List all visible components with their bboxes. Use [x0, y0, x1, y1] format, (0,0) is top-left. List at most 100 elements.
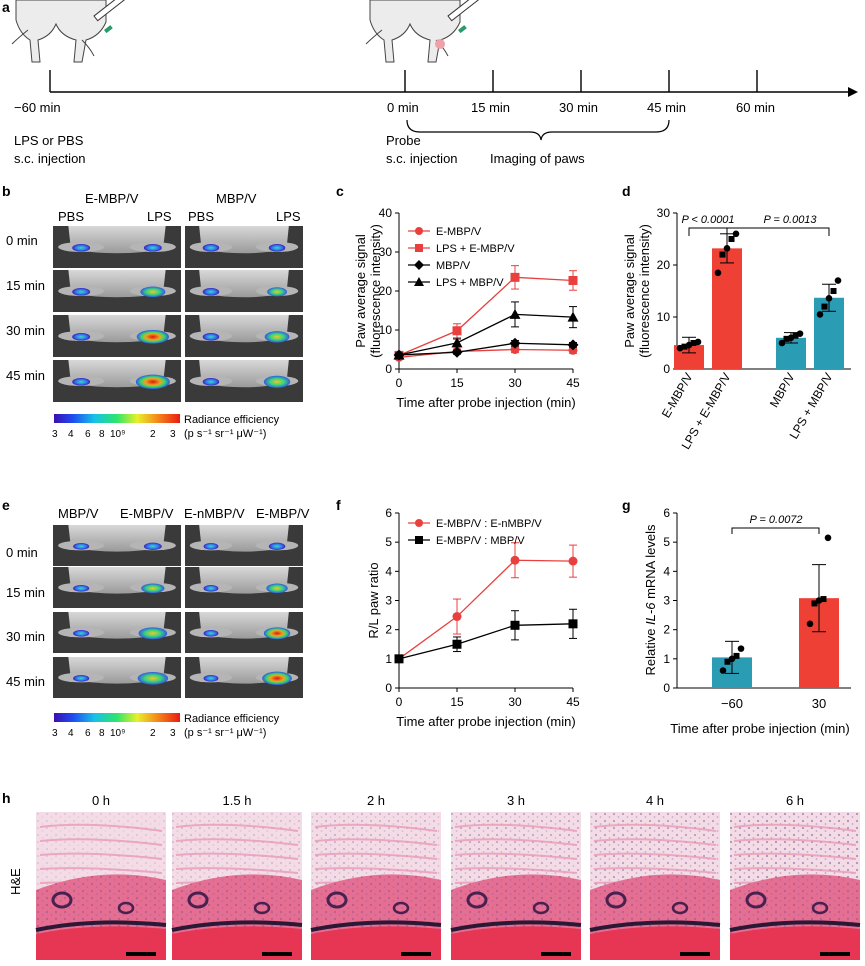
panel-e-colorbar-tick: 3 — [52, 728, 58, 739]
replicate-point — [792, 332, 799, 339]
collagen-fiber — [454, 823, 578, 832]
y-axis-label: (fluorescence intensity) — [368, 224, 383, 358]
panel-letter-a: a — [2, 0, 10, 15]
stratum-corneum — [590, 926, 720, 960]
timeline-arrowhead — [848, 87, 858, 97]
timeline-tick-30: 30 min — [559, 100, 598, 115]
panel-letter-d: d — [622, 183, 631, 199]
panel-e-col-label-4: E-MBP/V — [256, 506, 310, 521]
scale-bar — [262, 952, 292, 956]
collagen-fiber — [733, 838, 857, 846]
x-tick-label: 45 — [566, 695, 580, 709]
imaging-tile — [185, 360, 303, 402]
collagen-fiber — [39, 838, 163, 846]
fluorescence-spot-left — [73, 584, 90, 592]
y-tick-label: 2 — [385, 623, 392, 637]
replicate-point — [719, 667, 727, 674]
series-line — [398, 313, 574, 356]
legend-label: MBP/V — [436, 260, 471, 272]
fluorescence-spot-right — [268, 244, 286, 252]
x-tick-label: 0 — [396, 376, 403, 390]
hair-follicle — [811, 901, 829, 915]
fluorescence-spot-left — [202, 333, 220, 341]
fluorescence-spot-left — [202, 244, 220, 252]
timeline-panel: −60 min 0 min 15 min 30 min 45 min 60 mi… — [11, 0, 858, 166]
panel-e-row-label-45: 45 min — [6, 674, 45, 689]
x-axis-label: Time after probe injection (min) — [396, 714, 575, 729]
panel-e-col-label-2: E-MBP/V — [120, 506, 174, 521]
data-point — [510, 345, 520, 354]
panel-b-colorbar-title: Radiance efficiency — [184, 414, 280, 426]
data-point — [415, 244, 423, 252]
collagen-fiber — [733, 823, 857, 832]
stratum-corneum — [36, 926, 166, 960]
histology-image: 6 h — [729, 793, 861, 960]
scale-bar — [401, 952, 431, 956]
histology-time-label: 3 h — [507, 793, 525, 808]
data-point — [452, 326, 462, 336]
stratum-corneum — [730, 926, 860, 960]
panel-h-side-label: H&E — [8, 868, 23, 895]
data-point — [567, 311, 579, 322]
data-point — [393, 349, 405, 360]
epidermis-line — [310, 920, 442, 932]
collagen-fiber — [593, 838, 717, 846]
histology-time-label: 2 h — [367, 793, 385, 808]
panel-e-row-label-30: 30 min — [6, 629, 45, 644]
replicate-point — [733, 652, 740, 659]
panel-b-row-label-45: 45 min — [6, 368, 45, 383]
collagen-fiber — [39, 867, 163, 874]
y-tick-label: 4 — [663, 564, 670, 578]
collagen-fiber — [175, 838, 299, 846]
scale-bar — [541, 952, 571, 956]
panel-e-colorbar-tick: 3 — [170, 728, 176, 739]
data-point — [509, 337, 521, 349]
timeline-start-label: −60 min — [14, 100, 61, 115]
y-tick-label: 30 — [657, 206, 671, 220]
scale-bar — [680, 952, 710, 956]
panel-letter-b: b — [2, 183, 11, 199]
replicate-point — [737, 645, 745, 652]
collagen-fiber — [733, 852, 857, 860]
fluorescence-spot-right — [138, 627, 168, 640]
imaging-tile — [185, 270, 303, 312]
scale-bar — [126, 952, 156, 956]
data-point — [510, 620, 520, 630]
panel-e-colorbar-tick: 10⁹ — [110, 728, 125, 739]
data-point — [568, 556, 578, 566]
imaging-tile — [185, 567, 303, 608]
fluorescence-spot-right — [136, 330, 169, 344]
collagen-fiber — [454, 838, 578, 846]
histology-image: 4 h — [589, 793, 721, 960]
y-tick-label: 10 — [379, 323, 393, 337]
imaging-tile — [185, 657, 303, 698]
epidermis-line — [729, 920, 861, 932]
imaging-tile — [53, 360, 181, 402]
replicate-point — [824, 534, 832, 542]
fluorescence-spot-right — [266, 583, 288, 594]
imaging-tile — [185, 315, 303, 357]
lps-injection-note-1: LPS or PBS — [14, 133, 84, 148]
p-value-label: P = 0.0072 — [749, 514, 802, 526]
panel-b-colorbar-tick: 3 — [52, 429, 58, 440]
y-axis-label-part: Relative — [643, 625, 658, 676]
y-tick-label: 30 — [379, 245, 393, 259]
y-axis-label: Relative IL-6 mRNA levels — [643, 524, 658, 676]
data-point — [510, 272, 520, 282]
replicate-point — [821, 303, 828, 310]
timeline-tick-0: 0 min — [387, 100, 419, 115]
data-point — [415, 536, 423, 544]
x-tick-label: 0 — [396, 695, 403, 709]
panel-h-histology: H&E 0 h 1.5 h 2 h 3 h 4 h 6 h — [8, 793, 861, 960]
fluorescence-spot-right — [263, 627, 291, 640]
panel-e-colorbar-unit: (p s⁻¹ sr⁻¹ μW⁻¹) — [184, 727, 266, 739]
panel-b-colorbar-tick: 10⁹ — [110, 429, 125, 440]
imaging-brace — [406, 119, 670, 141]
histology-image: 1.5 h — [171, 793, 303, 960]
series-line — [398, 342, 574, 356]
histology-image: 2 h — [310, 793, 442, 960]
x-axis-label: Time after probe injection (min) — [396, 395, 575, 410]
fluorescence-spot-right — [263, 375, 291, 388]
panel-e-row-label-0: 0 min — [6, 545, 38, 560]
